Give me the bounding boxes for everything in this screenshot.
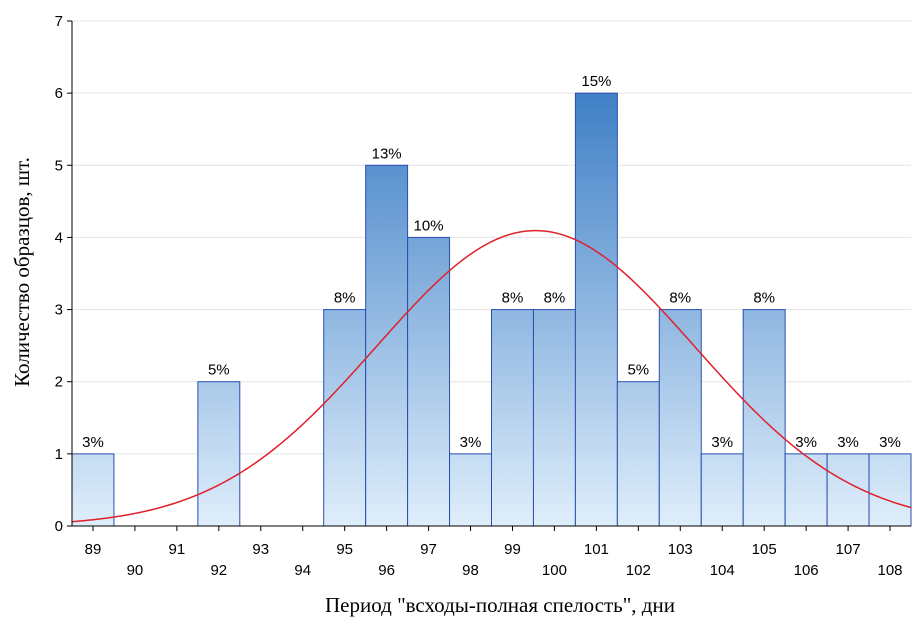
x-tick-label: 92 xyxy=(210,562,227,579)
histogram-bar xyxy=(700,453,744,527)
y-tick-label: 1 xyxy=(55,446,63,463)
x-tick-label: 91 xyxy=(169,541,186,558)
bar-percent-label: 3% xyxy=(82,434,104,451)
y-tick-label: 2 xyxy=(55,374,63,391)
bar-percent-label: 3% xyxy=(879,434,901,451)
bar-percent-label: 8% xyxy=(334,290,356,307)
x-tick-label: 98 xyxy=(462,562,479,579)
bar-percent-label: 5% xyxy=(208,362,230,379)
bar-percent-label: 15% xyxy=(581,73,611,90)
bar-percent-label: 8% xyxy=(669,290,691,307)
histogram-bar xyxy=(407,236,451,527)
histogram-bar xyxy=(71,453,115,527)
x-tick-label: 104 xyxy=(710,562,735,579)
y-tick-label: 3 xyxy=(55,302,63,319)
x-tick-label: 102 xyxy=(626,562,651,579)
histogram-bar xyxy=(784,453,828,527)
histogram-bar xyxy=(449,453,492,527)
bar-percent-label: 3% xyxy=(460,434,482,451)
x-tick-label: 97 xyxy=(420,541,437,558)
bars xyxy=(71,92,912,527)
histogram-bar xyxy=(491,309,534,527)
bar-percent-label: 3% xyxy=(795,434,817,451)
y-tick-label: 6 xyxy=(55,85,63,102)
axes xyxy=(67,20,911,531)
y-tick-label: 5 xyxy=(55,157,63,174)
x-tick-label: 90 xyxy=(127,562,144,579)
bar-percent-label: 8% xyxy=(544,290,566,307)
x-tick-label: 94 xyxy=(294,562,311,579)
x-tick-label: 99 xyxy=(504,541,521,558)
normal-curve xyxy=(71,229,912,523)
y-tick-label: 4 xyxy=(55,229,63,246)
histogram-bar xyxy=(574,92,618,527)
normal-curve-line xyxy=(71,229,912,523)
x-tick-label: 108 xyxy=(878,562,903,579)
histogram-bar xyxy=(532,309,576,527)
x-axis-title: Период "всходы-полная спелость", дни xyxy=(325,593,675,617)
x-tick-label: 100 xyxy=(542,562,567,579)
x-tick-label: 107 xyxy=(836,541,861,558)
bar-percent-label: 8% xyxy=(753,290,775,307)
bar-percent-label: 3% xyxy=(837,434,859,451)
x-tick-label: 101 xyxy=(584,541,609,558)
histogram-bar xyxy=(365,164,409,527)
histogram-bar xyxy=(658,309,702,527)
bar-percent-label: 3% xyxy=(711,434,733,451)
histogram-bar xyxy=(868,453,912,527)
bar-percent-label: 13% xyxy=(372,145,402,162)
histogram-bar xyxy=(323,309,367,527)
labels: 3% 5% 8% 13% 10% 3% 8% 8% 15% 5% 8% 3% 8% 3% 3% 3% 0 1 2 3 4… xyxy=(55,13,903,579)
histogram-bar xyxy=(197,381,241,527)
histogram-bar xyxy=(742,309,786,527)
bar-percent-label: 5% xyxy=(627,362,649,379)
y-tick-label: 0 xyxy=(55,518,63,535)
y-tick-label: 7 xyxy=(55,13,63,30)
x-tick-label: 93 xyxy=(252,541,269,558)
x-tick-label: 89 xyxy=(85,541,102,558)
x-tick-label: 96 xyxy=(378,562,395,579)
x-tick-label: 95 xyxy=(336,541,353,558)
x-tick-label: 105 xyxy=(752,541,777,558)
bar-percent-label: 10% xyxy=(414,217,444,234)
histogram-bar xyxy=(616,381,660,527)
x-tick-label: 103 xyxy=(668,541,693,558)
bar-percent-label: 8% xyxy=(502,290,524,307)
y-axis-title: Количество образцов, шт. xyxy=(10,157,34,387)
x-tick-label: 106 xyxy=(794,562,819,579)
